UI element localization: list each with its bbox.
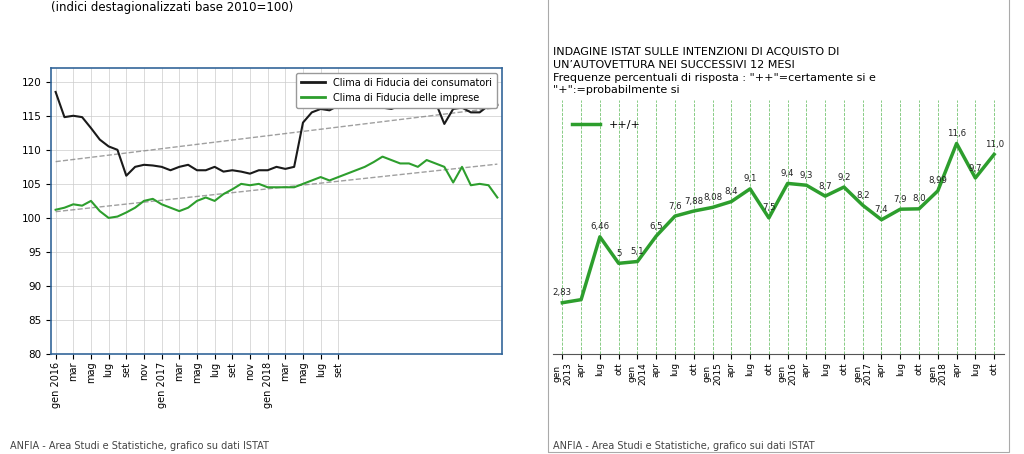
Text: 7,4: 7,4 — [874, 205, 888, 214]
Text: 8,08: 8,08 — [702, 193, 722, 202]
Text: ANFIA - Area Studi e Statistiche, grafico su dati ISTAT: ANFIA - Area Studi e Statistiche, grafic… — [10, 441, 269, 451]
Text: 7,88: 7,88 — [684, 197, 703, 206]
Text: 5: 5 — [615, 249, 622, 258]
Text: 11,0: 11,0 — [984, 140, 1004, 149]
Text: 9,7: 9,7 — [969, 163, 982, 173]
Text: 8,7: 8,7 — [818, 182, 831, 191]
Text: 6,5: 6,5 — [649, 222, 663, 231]
Text: Clima di Fiducia dei Consumatori e delle Imprese
(indici destagionalizzati base : Clima di Fiducia dei Consumatori e delle… — [51, 0, 341, 14]
Text: 8,2: 8,2 — [856, 191, 869, 200]
Text: 11,6: 11,6 — [947, 129, 967, 138]
Legend: Clima di Fiducia dei consumatori, Clima di Fiducia delle imprese: Clima di Fiducia dei consumatori, Clima … — [296, 73, 497, 108]
Text: 7,5: 7,5 — [762, 203, 775, 212]
Text: 7,6: 7,6 — [669, 202, 682, 211]
Text: INDAGINE ISTAT SULLE INTENZIONI DI ACQUISTO DI
UN’AUTOVETTURA NEI SUCCESSIVI 12 : INDAGINE ISTAT SULLE INTENZIONI DI ACQUI… — [553, 47, 876, 95]
Legend: ++/+: ++/+ — [567, 116, 645, 134]
Text: 9,1: 9,1 — [743, 174, 757, 183]
Text: 6,46: 6,46 — [590, 222, 609, 232]
Text: ANFIA - Area Studi e Statistiche, grafico sui dati ISTAT: ANFIA - Area Studi e Statistiche, grafic… — [553, 441, 814, 451]
Text: 8,4: 8,4 — [725, 187, 738, 196]
Text: 9,3: 9,3 — [800, 171, 813, 180]
Text: 7,9: 7,9 — [894, 195, 907, 204]
Text: 8,0: 8,0 — [912, 194, 926, 203]
Text: 5,1: 5,1 — [631, 247, 644, 256]
Text: 8,99: 8,99 — [929, 177, 947, 185]
Text: 2,83: 2,83 — [553, 288, 572, 297]
Text: 9,4: 9,4 — [781, 169, 795, 178]
Text: 9,2: 9,2 — [838, 173, 851, 182]
